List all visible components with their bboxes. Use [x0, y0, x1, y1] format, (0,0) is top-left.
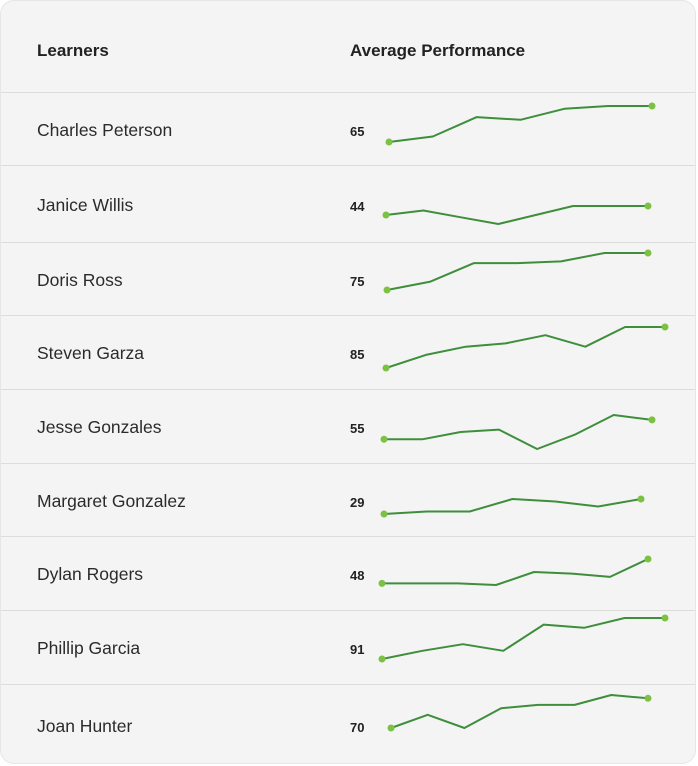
- learner-name: Janice Willis: [37, 195, 134, 215]
- learner-row[interactable]: Phillip Garcia 91: [1, 610, 695, 684]
- performance-sparkline: [380, 495, 645, 518]
- sparkline-end-dot: [637, 495, 645, 503]
- sparkline-end-dot: [644, 249, 652, 257]
- sparkline-end-dot: [648, 102, 656, 110]
- sparkline-trend-line: [390, 694, 649, 729]
- performance-score: 91: [350, 642, 365, 657]
- sparkline-trend-line: [386, 252, 649, 291]
- learner-row[interactable]: Dylan Rogers 48: [1, 536, 695, 610]
- performance-score: 65: [350, 124, 365, 139]
- learner-name: Dylan Rogers: [37, 564, 144, 584]
- learner-name: Phillip Garcia: [37, 638, 141, 658]
- sparkline-end-dot: [644, 202, 652, 210]
- sparkline-start-dot: [383, 286, 391, 294]
- learner-name: Doris Ross: [37, 270, 123, 290]
- sparkline-start-dot: [380, 510, 388, 518]
- learner-name: Joan Hunter: [37, 716, 133, 736]
- learner-name: Jesse Gonzales: [37, 417, 162, 437]
- performance-score: 44: [350, 199, 365, 214]
- performance-score: 75: [350, 274, 365, 289]
- learner-row[interactable]: Charles Peterson 65: [1, 92, 695, 165]
- sparkline-start-dot: [382, 211, 390, 219]
- learner-name: Charles Peterson: [37, 120, 173, 140]
- learner-row[interactable]: Jesse Gonzales 55: [1, 389, 695, 463]
- sparkline-start-dot: [378, 655, 386, 663]
- sparkline-trend-line: [383, 498, 642, 515]
- sparkline-start-dot: [382, 364, 390, 372]
- average-performance-column-header: Average Performance: [350, 41, 526, 60]
- sparkline-start-dot: [387, 724, 395, 732]
- learner-row[interactable]: Janice Willis 44: [1, 165, 695, 242]
- performance-sparkline: [383, 249, 652, 294]
- sparkline-start-dot: [378, 579, 386, 587]
- sparkline-trend-line: [385, 205, 649, 225]
- sparkline-end-dot: [661, 323, 669, 331]
- performance-sparkline: [380, 414, 656, 450]
- performance-sparkline: [382, 323, 669, 372]
- sparkline-trend-line: [381, 617, 666, 660]
- sparkline-end-dot: [644, 555, 652, 563]
- sparkline-trend-line: [385, 326, 666, 369]
- sparkline-end-dot: [644, 694, 652, 702]
- performance-score: 48: [350, 568, 365, 583]
- performance-sparkline: [378, 555, 652, 587]
- sparkline-end-dot: [661, 614, 669, 622]
- performance-score: 29: [350, 495, 365, 510]
- sparkline-start-dot: [380, 435, 388, 443]
- learner-name: Margaret Gonzalez: [37, 491, 186, 511]
- performance-sparkline: [387, 694, 652, 732]
- performance-score: 55: [350, 421, 365, 436]
- sparkline-trend-line: [388, 105, 653, 143]
- performance-score: 70: [350, 720, 365, 735]
- learners-column-header: Learners: [37, 41, 109, 60]
- sparkline-trend-line: [383, 414, 653, 450]
- performance-score: 85: [350, 347, 365, 362]
- performance-sparkline: [382, 202, 652, 225]
- performance-sparkline: [385, 102, 656, 146]
- learner-name: Steven Garza: [37, 343, 144, 363]
- learner-row[interactable]: Joan Hunter 70: [1, 684, 695, 763]
- learner-row[interactable]: Doris Ross 75: [1, 242, 695, 315]
- learner-row[interactable]: Margaret Gonzalez 29: [1, 463, 695, 536]
- table-header: Learners Average Performance: [1, 1, 695, 92]
- sparkline-start-dot: [385, 138, 393, 146]
- sparkline-end-dot: [648, 416, 656, 424]
- performance-sparkline: [378, 614, 669, 663]
- sparkline-trend-line: [381, 558, 649, 586]
- learner-row[interactable]: Steven Garza 85: [1, 315, 695, 389]
